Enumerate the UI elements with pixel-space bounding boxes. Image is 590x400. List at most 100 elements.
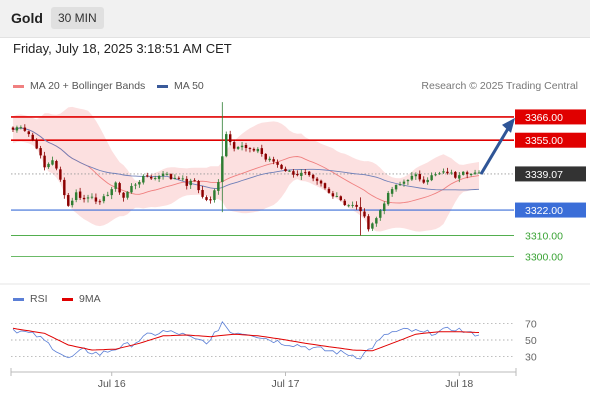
candle-body xyxy=(130,185,133,193)
candle-body xyxy=(410,175,414,180)
candle xyxy=(434,172,437,177)
candle-body xyxy=(142,176,145,183)
candle xyxy=(477,170,481,174)
level-label-2: 3322.00 xyxy=(525,205,563,217)
candle-body xyxy=(473,172,477,174)
timeframe-badge[interactable]: 30 MIN xyxy=(51,7,104,29)
candle-body xyxy=(296,173,299,176)
candle-body xyxy=(402,181,406,184)
candle-body xyxy=(252,148,256,151)
level-tag-0 xyxy=(515,109,586,125)
candle-body xyxy=(343,200,346,206)
candle-body xyxy=(331,193,335,197)
candle-body xyxy=(394,185,398,190)
candle-body xyxy=(288,170,291,172)
candle-body xyxy=(165,173,169,175)
ma50-swatch xyxy=(157,84,168,88)
candle xyxy=(462,171,465,176)
candle xyxy=(122,192,125,202)
candle-body xyxy=(225,134,228,157)
candle-body xyxy=(213,190,216,201)
candle-body xyxy=(134,184,137,186)
candle-body xyxy=(173,177,177,179)
timestamp: Friday, July 18, 2025 3:18:51 AM CET xyxy=(13,41,232,56)
current-price-tag xyxy=(515,166,586,182)
candle xyxy=(51,156,54,166)
copyright: Research © 2025 Trading Central xyxy=(421,80,578,92)
legend-bollinger: MA 20 + Bollinger Bands xyxy=(13,80,145,92)
candle xyxy=(228,130,232,146)
candle xyxy=(280,163,283,170)
forecast-arrow-head xyxy=(502,117,515,133)
candle xyxy=(323,182,327,190)
candle xyxy=(106,191,109,197)
level-label-4: 3300.00 xyxy=(525,252,563,264)
candle xyxy=(268,156,271,162)
candle xyxy=(252,147,256,153)
candle xyxy=(70,197,74,208)
candle-body xyxy=(351,204,354,206)
candle xyxy=(300,169,303,180)
rsi-line xyxy=(12,321,480,360)
candle-body xyxy=(74,192,78,201)
candle-body xyxy=(477,172,481,174)
candle-body xyxy=(70,200,74,206)
candle-body xyxy=(422,179,425,183)
candle xyxy=(43,151,46,171)
candle xyxy=(59,166,62,182)
candle xyxy=(47,162,50,169)
candle xyxy=(422,176,425,184)
candle xyxy=(375,216,378,227)
candle-body xyxy=(55,160,58,169)
candle xyxy=(240,141,244,151)
candle xyxy=(272,156,275,165)
candle xyxy=(142,174,145,185)
candle-body xyxy=(458,175,461,179)
candle-body xyxy=(201,189,204,197)
candle-body xyxy=(268,158,271,161)
candle-body xyxy=(177,177,181,179)
candle-body xyxy=(98,201,102,203)
candle xyxy=(114,181,117,192)
candle xyxy=(351,201,354,208)
rsi-tick-label: 50 xyxy=(525,335,537,347)
candle xyxy=(276,159,279,168)
candle xyxy=(442,168,445,174)
candle xyxy=(343,198,346,207)
candle xyxy=(304,169,307,175)
candle xyxy=(394,184,398,192)
legend-rsi-label: RSI xyxy=(30,293,48,305)
candle-body xyxy=(67,195,70,206)
candle xyxy=(130,183,133,194)
candle-body xyxy=(240,145,244,148)
candle xyxy=(406,179,410,186)
candle-body xyxy=(82,197,86,200)
candle-body xyxy=(205,197,208,200)
candle-body xyxy=(359,207,362,212)
current-price-label: 3339.07 xyxy=(525,169,563,181)
chart-header: Gold 30 MIN xyxy=(0,0,590,38)
candle xyxy=(264,153,267,162)
candle-body xyxy=(284,168,287,172)
candle xyxy=(31,132,34,142)
rsi-ma-line xyxy=(12,327,480,352)
candle-body xyxy=(300,172,303,176)
candle xyxy=(23,124,27,132)
candle-body xyxy=(126,191,129,198)
candle xyxy=(390,186,394,197)
candle-body xyxy=(114,182,117,189)
candle xyxy=(98,199,102,205)
instrument-title: Gold xyxy=(11,10,43,26)
level-label-0: 3366.00 xyxy=(525,112,563,124)
candle xyxy=(359,197,362,236)
candle xyxy=(430,172,433,182)
candle xyxy=(450,169,453,175)
candle-body xyxy=(197,181,200,191)
candle-body xyxy=(59,169,62,180)
candle xyxy=(19,125,23,130)
candle-body xyxy=(94,197,98,202)
candle xyxy=(213,188,216,203)
candle xyxy=(260,144,264,157)
candle-body xyxy=(406,180,410,182)
candle-body xyxy=(193,180,196,182)
